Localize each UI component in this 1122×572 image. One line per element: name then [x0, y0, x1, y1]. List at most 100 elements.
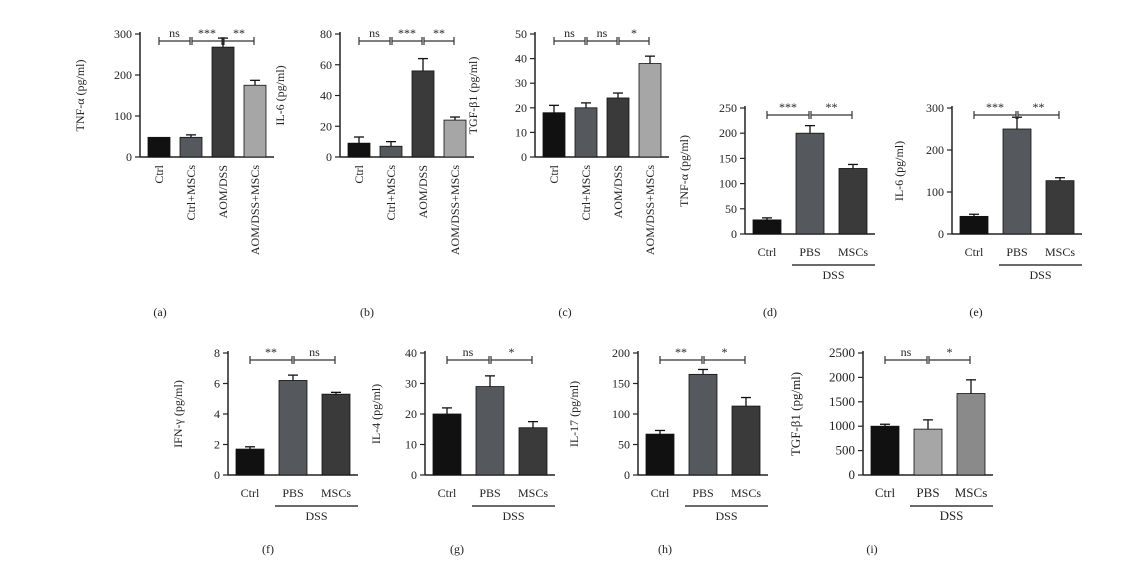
significance-label: ** — [265, 345, 277, 359]
y-tick-label: 4 — [214, 407, 220, 421]
x-tick-label: Ctrl+MSCs — [184, 165, 198, 221]
y-tick-label: 50 — [515, 27, 527, 41]
y-tick-label: 60 — [320, 58, 332, 72]
group-label: DSS — [715, 509, 737, 523]
x-tick-label: AOM/DSS — [216, 165, 230, 218]
bar-MSCs — [518, 427, 548, 476]
x-tick-label: MSCs — [731, 486, 761, 500]
panel-label: (i) — [866, 542, 877, 556]
y-tick-label: 80 — [320, 27, 332, 41]
y-axis-title: TNF-α (pg/ml) — [677, 135, 691, 207]
y-tick-label: 200 — [719, 126, 737, 140]
y-tick-label: 250 — [719, 101, 737, 115]
y-tick-label: 2000 — [829, 369, 855, 384]
y-tick-label: 8 — [214, 346, 220, 360]
panel-label: (d) — [763, 305, 777, 319]
x-tick-label: PBS — [479, 486, 500, 500]
bar-Ctrl — [347, 142, 371, 158]
y-axis-title: TNF-α (pg/ml) — [73, 60, 87, 132]
bar-PBS — [795, 132, 825, 235]
y-tick-label: 30 — [515, 76, 527, 90]
significance-label: * — [509, 345, 515, 359]
significance-label: *** — [986, 100, 1004, 114]
bar-Ctrl — [959, 215, 989, 235]
x-tick-label: Ctrl — [651, 486, 670, 500]
bar-MSCs — [731, 405, 761, 476]
significance-label: *** — [398, 26, 416, 40]
y-axis-title: IFN-γ (pg/ml) — [171, 380, 185, 448]
y-tick-label: 0 — [126, 150, 132, 164]
bar-Ctrl — [432, 413, 462, 476]
bar-PBS — [1002, 128, 1032, 235]
x-tick-label: MSCs — [321, 486, 351, 500]
bar-Ctrl — [752, 219, 782, 235]
group-label: DSS — [305, 509, 327, 523]
y-tick-label: 100 — [719, 177, 737, 191]
y-tick-label: 20 — [405, 407, 417, 421]
y-tick-label: 100 — [926, 185, 944, 199]
group-label: DSS — [502, 509, 524, 523]
bar-Ctrl — [645, 433, 675, 476]
y-tick-label: 0 — [326, 150, 332, 164]
bar-AOM/DSS+MSCs — [243, 84, 267, 158]
x-tick-label: MSCs — [955, 485, 988, 500]
group-label: DSS — [822, 268, 844, 282]
y-tick-label: 150 — [719, 151, 737, 165]
bar-PBS — [278, 380, 308, 476]
y-axis-title: IL-6 (pg/ml) — [892, 141, 906, 201]
panel-label: (b) — [360, 305, 374, 319]
bar-MSCs — [956, 393, 986, 476]
y-tick-label: 50 — [618, 438, 630, 452]
bar-PBS — [688, 373, 718, 476]
y-tick-label: 0 — [521, 150, 527, 164]
significance-label: ns — [901, 345, 912, 359]
y-tick-label: 10 — [515, 125, 527, 139]
y-tick-label: 100 — [114, 109, 132, 123]
x-tick-label: AOM/DSS+MSCs — [643, 165, 657, 255]
y-tick-label: 2500 — [829, 345, 855, 360]
bar-Ctrl — [870, 425, 900, 476]
y-axis-title: IL-4 (pg/ml) — [369, 384, 383, 444]
y-tick-label: 0 — [938, 227, 944, 241]
bar-PBS — [475, 386, 505, 476]
y-tick-label: 30 — [405, 377, 417, 391]
panel-h: 0 50 100 150 200 IL-17 (pg/ml) Ctrl PBS MSCs DSS *… — [567, 345, 768, 556]
x-tick-label: PBS — [282, 486, 303, 500]
bar-Ctrl — [147, 136, 171, 158]
x-tick-label: Ctrl+MSCs — [384, 165, 398, 221]
y-tick-label: 0 — [849, 467, 856, 482]
bar-MSCs — [1045, 180, 1075, 235]
panel-i: 0 500 1000 1500 2000 2500 TGF-β1 (pg/ml) Ctrl PB… — [788, 345, 993, 556]
panel-label: (f) — [262, 542, 274, 556]
bar-Ctrl — [235, 448, 265, 476]
significance-label: ns — [564, 26, 575, 40]
x-tick-label: AOM/DSS+MSCs — [448, 165, 462, 255]
bar-AOM/DSS — [606, 97, 630, 158]
significance-label: ** — [233, 26, 245, 40]
significance-label: ** — [1033, 100, 1045, 114]
y-tick-label: 1500 — [829, 394, 855, 409]
x-tick-label: MSCs — [1045, 245, 1075, 259]
significance-label: ns — [309, 345, 320, 359]
panel-d: 0 50 100 150 200 250 TNF-α (pg/ml) Ctrl PBS MSCs D… — [677, 100, 875, 319]
bar-Ctrl+MSCs — [574, 107, 598, 158]
x-tick-label: Ctrl — [547, 164, 561, 183]
significance-label: ** — [433, 26, 445, 40]
x-tick-label: MSCs — [518, 486, 548, 500]
x-tick-label: PBS — [799, 245, 820, 259]
y-tick-label: 0 — [411, 468, 417, 482]
y-tick-label: 1000 — [829, 418, 855, 433]
y-tick-label: 200 — [926, 143, 944, 157]
y-tick-label: 40 — [320, 89, 332, 103]
x-tick-label: Ctrl — [965, 245, 984, 259]
bar-AOM/DSS+MSCs — [443, 119, 467, 158]
x-tick-label: Ctrl — [152, 164, 166, 183]
panel-b: 0 20 40 60 80 IL-6 (pg/ml) Ctrl Ctrl+MSCs AOM/DS… — [273, 26, 474, 319]
y-tick-label: 2 — [214, 438, 220, 452]
y-tick-label: 200 — [612, 346, 630, 360]
panel-a: 0 100 200 300 TNF-α (pg/ml) Ctrl Ctrl+MSCs AOM/… — [73, 26, 274, 319]
y-axis-title: TGF-β1 (pg/ml) — [788, 372, 803, 456]
y-tick-label: 200 — [114, 68, 132, 82]
group-label: DSS — [1029, 268, 1051, 282]
